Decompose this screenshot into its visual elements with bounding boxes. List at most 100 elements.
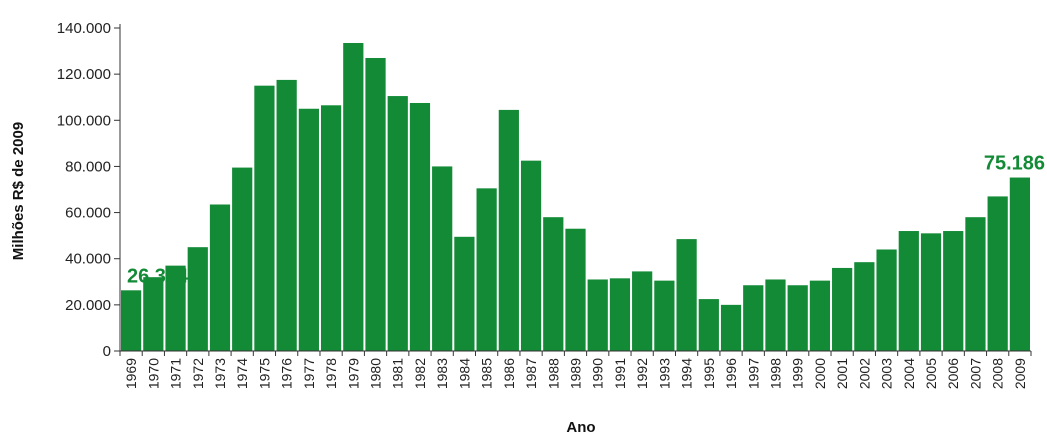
x-tick-label: 1984 bbox=[456, 358, 472, 389]
y-tick-label: 140.000 bbox=[57, 20, 111, 37]
x-tick-label: 1976 bbox=[279, 358, 295, 389]
bar-2000 bbox=[809, 280, 831, 351]
x-tick-label: 2004 bbox=[901, 358, 917, 389]
bar-1979 bbox=[343, 42, 364, 351]
x-tick-label: 1986 bbox=[501, 358, 517, 389]
bar-2006 bbox=[943, 231, 964, 351]
bar-1976 bbox=[276, 79, 297, 352]
y-tick-label: 80.000 bbox=[65, 158, 111, 175]
x-tick-label: 1999 bbox=[790, 358, 806, 389]
bar-2009 bbox=[1009, 177, 1030, 351]
x-tick-label: 1991 bbox=[612, 358, 628, 389]
x-tick-label: 1971 bbox=[168, 358, 184, 389]
bar-2003 bbox=[876, 249, 897, 351]
bar-1998 bbox=[765, 279, 786, 351]
bar-2008 bbox=[987, 196, 1008, 351]
bar-1980 bbox=[365, 57, 386, 351]
bar-1996 bbox=[720, 304, 742, 351]
x-tick-label: 1974 bbox=[234, 358, 250, 389]
y-tick-label: 120.000 bbox=[57, 66, 111, 83]
bar-1977 bbox=[298, 108, 319, 351]
y-tick-label: 0 bbox=[103, 343, 111, 360]
bar-1985 bbox=[476, 188, 497, 351]
x-tick-label: 1995 bbox=[701, 358, 717, 389]
bar-1975 bbox=[254, 85, 275, 351]
y-axis: 0 20.000 40.000 60.000 80.000 100.000 120.000 1… bbox=[57, 20, 121, 360]
x-tick-label: 1992 bbox=[634, 358, 650, 389]
x-tick-label: 2007 bbox=[967, 358, 983, 389]
y-tick-label: 20.000 bbox=[65, 297, 111, 314]
x-tick-label: 1990 bbox=[590, 358, 606, 389]
bar-1983 bbox=[432, 166, 453, 351]
x-tick-label: 1970 bbox=[145, 358, 161, 389]
x-tick-label: 1982 bbox=[412, 358, 428, 389]
x-tick-label: 1978 bbox=[323, 358, 339, 389]
annotation-1969: 26.304 bbox=[127, 265, 189, 287]
x-tick-label: 2005 bbox=[923, 358, 939, 389]
bar-1984 bbox=[454, 236, 475, 351]
bar-2007 bbox=[965, 217, 986, 351]
y-tick-label: 100.000 bbox=[57, 112, 111, 129]
x-tick-label: 1973 bbox=[212, 358, 228, 389]
x-tick-label: 1977 bbox=[301, 358, 317, 389]
bar-1971 bbox=[165, 265, 186, 351]
bar-1982 bbox=[409, 102, 431, 351]
x-tick-label: 1989 bbox=[568, 358, 584, 389]
bar-1970 bbox=[143, 277, 164, 351]
x-tick-label: 1987 bbox=[523, 358, 539, 389]
x-tick-label: 2001 bbox=[834, 358, 850, 389]
bar-1987 bbox=[520, 160, 542, 351]
bar-2004 bbox=[898, 231, 919, 351]
x-tick-label: 1972 bbox=[190, 358, 206, 389]
bar-1972 bbox=[187, 247, 208, 351]
bar-1981 bbox=[387, 96, 408, 351]
bar-1973 bbox=[209, 204, 231, 351]
x-tick-label: 2006 bbox=[945, 358, 961, 389]
bar-1978 bbox=[320, 105, 342, 352]
y-tick-label: 60.000 bbox=[65, 205, 111, 222]
annotation-2009: 75.186 bbox=[984, 153, 1045, 175]
x-tick-label: 2002 bbox=[856, 358, 872, 389]
bars bbox=[121, 42, 1030, 352]
bar-1993 bbox=[654, 280, 675, 351]
x-tick-label: 1994 bbox=[679, 358, 695, 389]
bar-1999 bbox=[787, 285, 808, 351]
bar-1969 bbox=[121, 290, 142, 351]
x-tick-label: 1980 bbox=[368, 358, 384, 389]
bar-2005 bbox=[920, 233, 942, 351]
x-tick-label: 1993 bbox=[656, 358, 672, 389]
x-tick-label: 2000 bbox=[812, 358, 828, 389]
bar-2001 bbox=[832, 267, 853, 351]
x-tick-label: 1983 bbox=[434, 358, 450, 389]
x-tick-label: 2003 bbox=[879, 358, 895, 389]
x-tick-label: 2009 bbox=[1012, 358, 1028, 389]
x-axis: 1969 1970 1971 1972 1973 1974 1975 1976 1977 1978… bbox=[119, 350, 1032, 389]
bar-1988 bbox=[543, 217, 564, 351]
y-axis-title: Milhões R$ de 2009 bbox=[10, 122, 27, 260]
bar-1974 bbox=[232, 167, 253, 351]
x-tick-label: 1979 bbox=[345, 358, 361, 389]
bar-1990 bbox=[587, 279, 608, 351]
y-tick-label: 40.000 bbox=[65, 251, 111, 268]
x-tick-label: 1981 bbox=[390, 358, 406, 389]
x-tick-label: 1988 bbox=[545, 358, 561, 389]
x-tick-label: 1997 bbox=[745, 358, 761, 389]
x-tick-label: 1975 bbox=[256, 358, 272, 389]
annotations: 26.304 75.186 bbox=[127, 153, 1045, 288]
x-axis-title: Ano bbox=[566, 419, 595, 435]
x-tick-label: 1969 bbox=[123, 358, 139, 389]
x-tick-label: 1996 bbox=[723, 358, 739, 389]
bar-2002 bbox=[854, 262, 875, 351]
x-tick-label: 1998 bbox=[767, 358, 783, 389]
bar-1986 bbox=[498, 109, 519, 352]
bar-1989 bbox=[565, 228, 586, 351]
bar-1992 bbox=[632, 271, 653, 351]
bar-1997 bbox=[743, 285, 764, 351]
bar-1995 bbox=[698, 299, 719, 351]
x-tick-label: 1985 bbox=[479, 358, 495, 389]
bar-1994 bbox=[676, 239, 697, 351]
bar-1991 bbox=[609, 278, 631, 351]
x-tick-label: 2008 bbox=[990, 358, 1006, 389]
